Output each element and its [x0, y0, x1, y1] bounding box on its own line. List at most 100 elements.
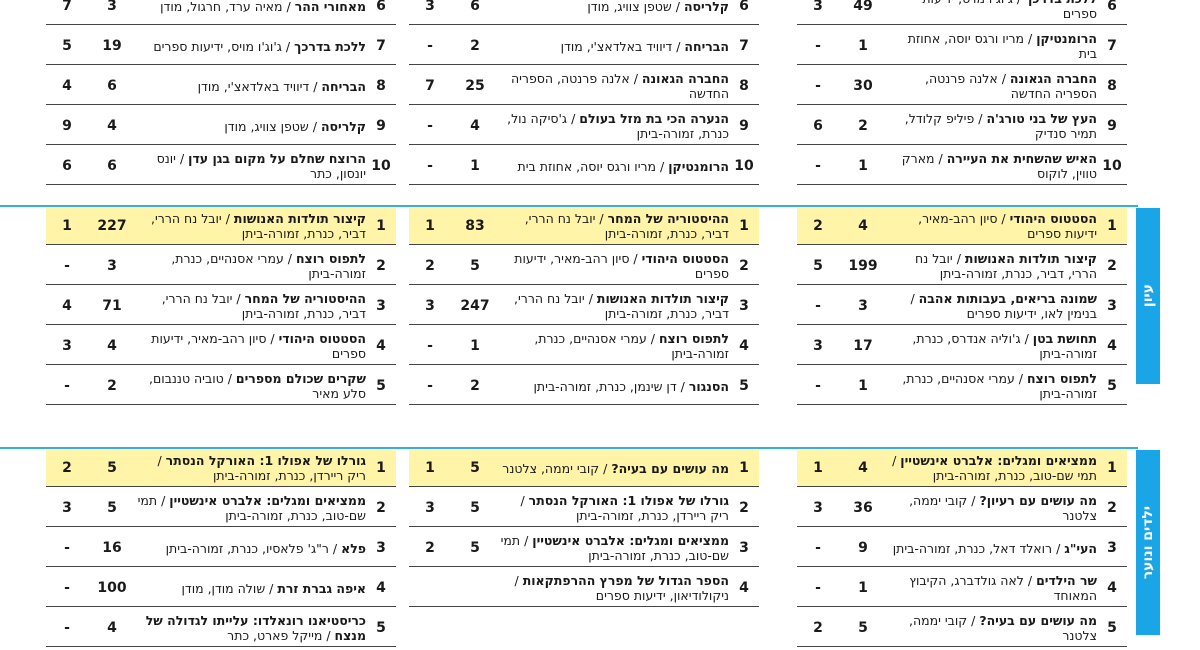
weeks-on-list: 49	[853, 0, 873, 14]
previous-rank: -	[427, 118, 433, 134]
weeks-on-list: 71	[102, 298, 122, 314]
chart-column: 6 מאחורי ההר / מאיה ערד, חרגול, מודן 3 7 7 לל…	[46, 0, 396, 188]
previous-rank: -	[815, 298, 821, 314]
rank-number: 1	[376, 460, 386, 476]
rank-number: 5	[1107, 378, 1117, 394]
weeks-on-list: 2	[470, 38, 480, 54]
book-title: הסטטוס היהודי	[278, 331, 366, 346]
book-title: שקרים שכולם מספרים	[235, 371, 366, 386]
book-entry: גורלו של אפולו 1: האורקל הנסתר / ריק ריי…	[136, 450, 366, 486]
book-entry: הסטטוס היהודי / סיון רהב-מאיר, ידיעות ספ…	[499, 248, 729, 284]
list-item: 5 שקרים שכולם מספרים / טוביה טננבום, סלע …	[46, 368, 396, 405]
book-entry: קיצור תולדות האנושות / יובל נח הררי, דבי…	[136, 208, 366, 244]
book-entry: ההיסטוריה של המחר / יובל נח הררי, דביר, …	[499, 208, 729, 244]
book-author-publisher: מארק טווין, לוקוס	[901, 151, 1097, 181]
book-entry: קיצור תולדות האנושות / יובל נח הררי, דבי…	[499, 288, 729, 324]
book-entry: לתפוס רוצח / עמרי אסנהיים, כנרת, זמורה-ב…	[887, 368, 1097, 404]
title-separator: /	[308, 118, 321, 134]
book-author-publisher: ג'וליה אנדרס, כנרת, זמורה-ביתן	[912, 331, 1097, 361]
book-entry: שר הילדים / לאה גולדברג, הקיבוץ המאוחד	[887, 570, 1097, 606]
weeks-on-list: 1	[858, 38, 868, 54]
book-author-publisher: אלנה פרנטה, הספריה החדשה	[510, 71, 729, 101]
book-title: הספר הגדול של מפרץ ההרפתקאות	[522, 573, 729, 588]
book-entry: קיצור תולדות האנושות / יובל נח הררי, דבי…	[887, 248, 1097, 284]
book-entry: שקרים שכולם מספרים / טוביה טננבום, סלע מ…	[136, 368, 366, 404]
title-separator: /	[281, 38, 295, 54]
book-author-publisher: ג'סיקה נול, כנרת, זמורה-ביתן	[507, 111, 729, 141]
rank-number: 7	[1107, 38, 1117, 54]
chart-column: 1 מה עושים עם בעיה? / קובי יממה, צלטנר 5 1 2…	[409, 450, 759, 610]
rank-number: 3	[1107, 540, 1117, 556]
book-author-publisher: שולה מודן, מודן	[181, 580, 266, 596]
list-item: 7 הרומנטיקן / מריו ורגס יוסה, אחוזת בית 1 -	[797, 28, 1127, 65]
rank-number: 1	[1107, 218, 1117, 234]
weeks-on-list: 5	[858, 620, 868, 636]
title-separator: /	[567, 111, 580, 126]
weeks-on-list: 6	[107, 158, 117, 174]
previous-rank: 3	[62, 338, 72, 354]
book-author-publisher: יובל נח הררי, דביר, כנרת, זמורה-ביתן	[524, 211, 729, 241]
rank-number: 2	[739, 258, 749, 274]
title-separator: /	[974, 111, 987, 126]
weeks-on-list: 4	[107, 620, 117, 636]
list-item: 5 הסנגור / דן שינמן, כנרת, זמורה-ביתן 2 -	[409, 368, 759, 405]
book-title: מה עושים עם בעיה?	[979, 613, 1097, 628]
weeks-on-list: 100	[97, 580, 127, 596]
book-author-publisher: תמי שם-טוב, כנרת, זמורה-ביתן	[137, 493, 366, 523]
rank-number: 10	[1102, 158, 1122, 174]
book-author-publisher: סיון רהב-מאיר, ידיעות ספרים	[151, 331, 366, 361]
list-item: 6 מאחורי ההר / מאיה ערד, חרגול, מודן 3 7	[46, 0, 396, 25]
book-title: קיצור תולדות האנושות	[596, 291, 729, 306]
book-author-publisher: ג'וג'ו מויס, ידיעות ספרים	[922, 0, 1097, 21]
title-separator: /	[232, 291, 245, 306]
weeks-on-list: 6	[107, 78, 117, 94]
book-entry: תחושת בטן / ג'וליה אנדרס, כנרת, זמורה-בי…	[887, 328, 1097, 364]
list-item: 3 העי"ג / רואלד דאל, כנרת, זמורה-ביתן 9 -	[797, 530, 1127, 567]
previous-rank: -	[427, 158, 433, 174]
title-separator: /	[656, 158, 669, 174]
previous-rank: -	[64, 378, 70, 394]
previous-rank: -	[815, 78, 821, 94]
rank-number: 2	[1107, 258, 1117, 274]
rank-number: 4	[739, 580, 749, 596]
list-item: 3 ממציאים ומגלים: אלברט אינשטיין / תמי שם…	[409, 530, 759, 567]
book-author-publisher: תמי שם-טוב, כנרת, זמורה-ביתן	[932, 468, 1097, 483]
rank-number: 4	[1107, 580, 1117, 596]
list-item: 2 גורלו של אפולו 1: האורקל הנסתר / ריק רי…	[409, 490, 759, 527]
book-title: העץ של בני טורג'ה	[986, 111, 1097, 126]
list-item: 7 ללכת בדרכך / ג'וג'ו מויס, ידיעות ספרים 1…	[46, 28, 396, 65]
book-entry: הרומנטיקן / מריו ורגס יוסה, אחוזת בית	[887, 28, 1097, 64]
book-title: הסטטוס היהודי	[1009, 211, 1097, 226]
chart-column: 1 ההיסטוריה של המחר / יובל נח הררי, דביר,…	[409, 208, 759, 408]
section-tab[interactable]: ילדים ונוער	[1136, 450, 1160, 635]
title-separator: /	[266, 331, 279, 346]
title-separator: /	[967, 613, 980, 628]
book-author-publisher: פיליפ קלודל, תמיר סנדיק	[904, 111, 1097, 141]
rank-number: 7	[376, 38, 386, 54]
book-entry: פלא / ר"ג' פלאסיו, כנרת, זמורה-ביתן	[136, 530, 366, 566]
rank-number: 3	[376, 298, 386, 314]
previous-rank: 3	[425, 298, 435, 314]
weeks-on-list: 1	[858, 378, 868, 394]
book-entry: שמונה בריאים, בעבותות אהבה / בנימין לאו,…	[887, 288, 1097, 324]
previous-rank: 2	[813, 620, 823, 636]
book-title: גורלו של אפולו 1: האורקל הנסתר	[528, 493, 729, 508]
title-separator: /	[328, 540, 342, 556]
list-item: 1 מה עושים עם בעיה? / קובי יממה, צלטנר 5 1	[409, 450, 759, 487]
book-title: שר הילדים	[1036, 573, 1097, 588]
book-title: לתפוס רוצח	[1026, 371, 1097, 386]
title-separator: /	[520, 493, 529, 508]
previous-rank: -	[427, 38, 433, 54]
rank-number: 4	[1107, 338, 1117, 354]
section-tab[interactable]: עיון	[1136, 208, 1160, 384]
section-tab-label: עיון	[1140, 284, 1156, 308]
list-item: 2 לתפוס רוצח / עמרי אסנהיים, כנרת, זמורה-…	[46, 248, 396, 285]
rank-number: 1	[376, 218, 386, 234]
book-author-publisher: תמי שם-טוב, כנרת, זמורה-ביתן	[500, 533, 729, 563]
book-title: ללכת בדרכך	[1025, 0, 1097, 6]
weeks-on-list: 247	[460, 298, 490, 314]
rank-number: 1	[1107, 460, 1117, 476]
weeks-on-list: 5	[470, 460, 480, 476]
book-author-publisher: טוביה טננבום, סלע מאיר	[149, 371, 366, 401]
previous-rank: 1	[425, 460, 435, 476]
